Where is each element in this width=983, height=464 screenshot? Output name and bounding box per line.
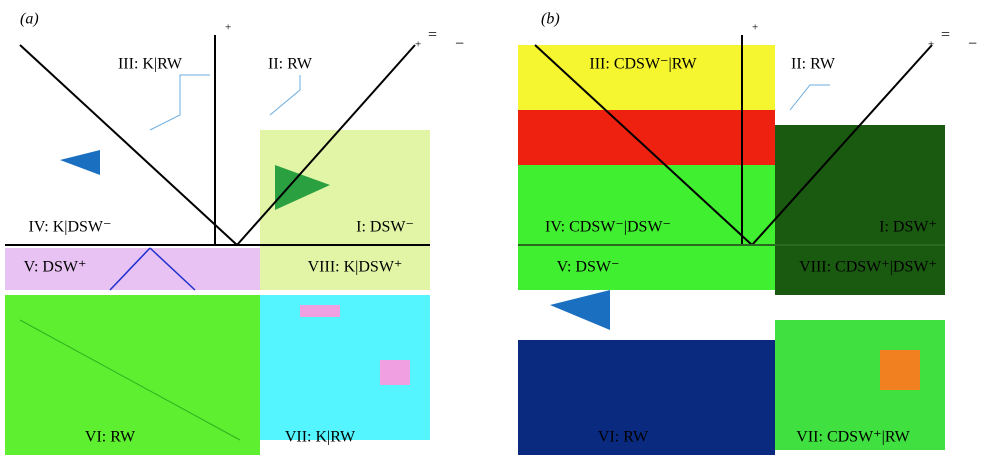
- sign: −: [968, 36, 977, 53]
- region-label: II: RW: [791, 56, 836, 73]
- panel-b-background: [518, 45, 945, 455]
- sign: +: [415, 39, 421, 51]
- region-label: VI: RW: [85, 429, 136, 446]
- region-label: I: DSW⁺: [879, 219, 937, 236]
- region-label: III: CDSW⁻|RW: [589, 56, 697, 73]
- sign: +: [752, 22, 758, 34]
- region-label: V: DSW⁺: [24, 259, 87, 276]
- region-label: VI: RW: [598, 429, 649, 446]
- panel-tag: (b): [541, 11, 560, 28]
- region-label: IV: CDSW⁻|DSW⁻: [545, 219, 671, 236]
- region-label: IV: K|DSW⁻: [29, 219, 112, 236]
- sign: =: [428, 27, 437, 44]
- region-label: III: K|RW: [118, 56, 183, 73]
- region-label: II: RW: [268, 56, 313, 73]
- sign: +: [225, 22, 231, 34]
- sign: =: [941, 27, 950, 44]
- region-label: VII: K|RW: [285, 429, 356, 446]
- figure: (a) III: K|RW II: RW IV: K|DSW⁻ I: DSW⁻ V: DS…: [0, 0, 983, 464]
- region-label: VII: CDSW⁺|RW: [796, 429, 910, 446]
- region-label: VIII: K|DSW⁺: [308, 259, 403, 276]
- region-label: VIII: CDSW⁺|DSW⁺: [799, 259, 937, 276]
- sign: +: [928, 39, 934, 51]
- panel-tag: (a): [20, 11, 39, 28]
- region-label: I: DSW⁻: [356, 219, 414, 236]
- sign: −: [455, 36, 464, 53]
- region-label: V: DSW⁻: [557, 259, 620, 276]
